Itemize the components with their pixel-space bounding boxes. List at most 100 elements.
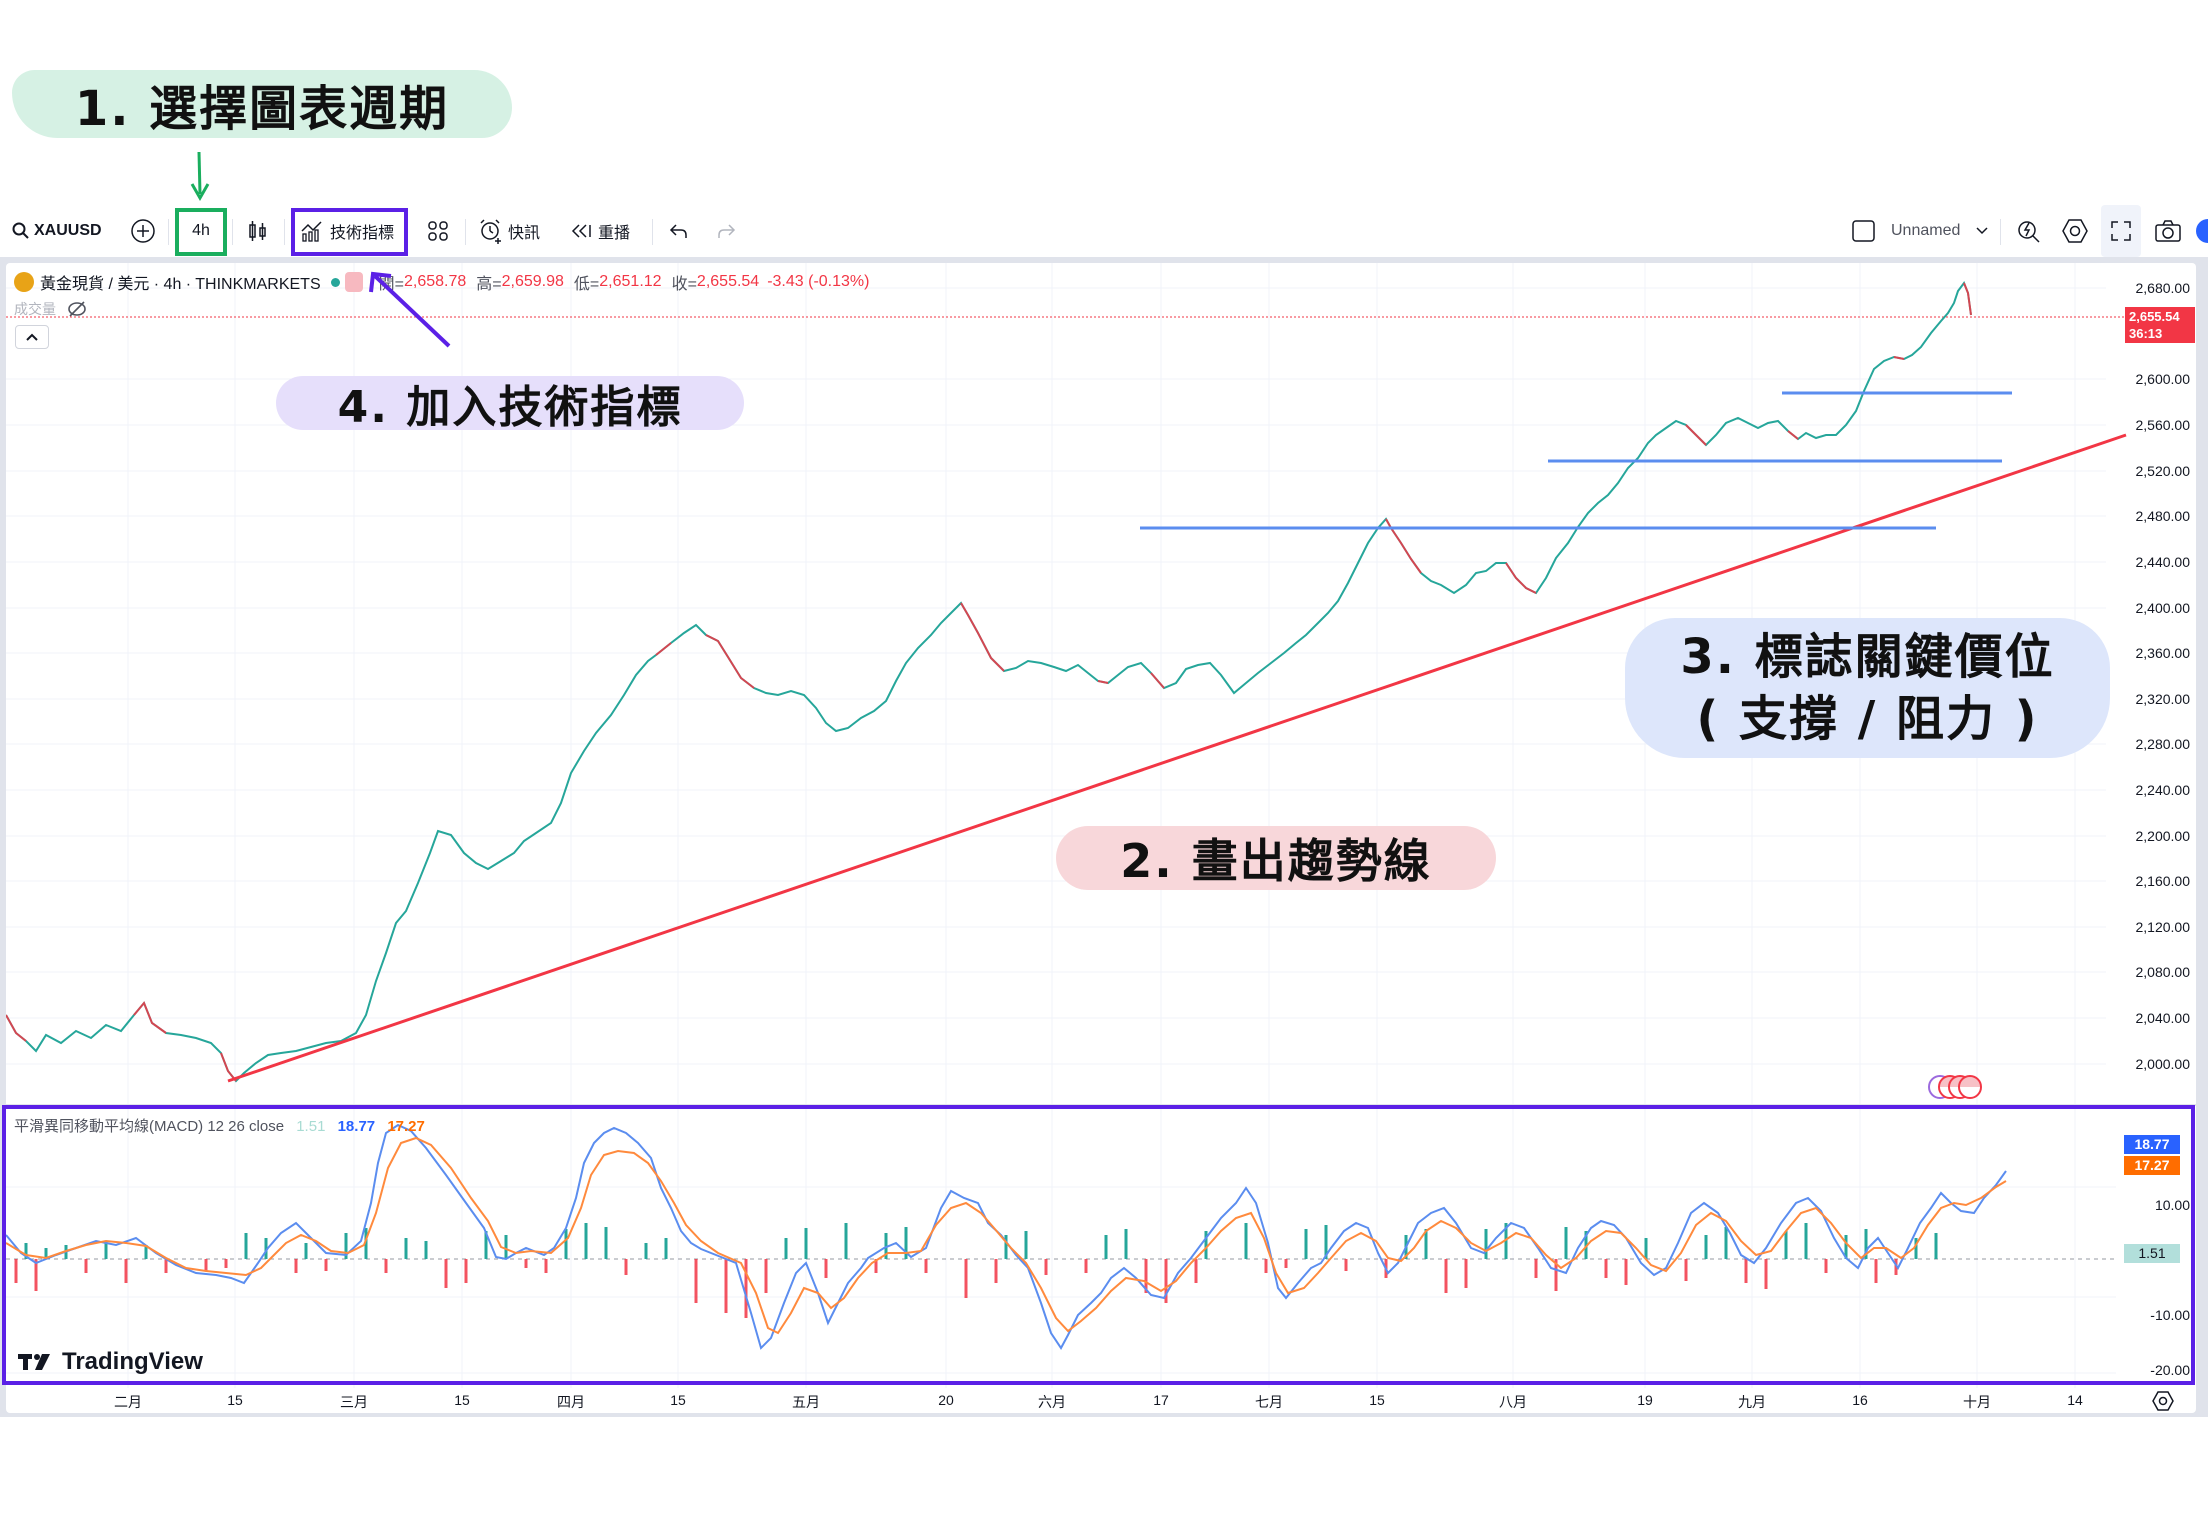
change-value: -3.43 (-0.13%) (767, 273, 870, 290)
last-price-tag: 2,655.54 36:13 (2125, 307, 2195, 343)
macd-histogram-value: 1.51 (296, 1118, 326, 1135)
time-axis-label: 20 (938, 1392, 954, 1408)
price-axis-label: 2,040.00 (2135, 1010, 2191, 1026)
price-axis-label: 2,240.00 (2135, 782, 2191, 798)
volume-label: 成交量 (14, 301, 56, 317)
templates-icon (428, 221, 448, 241)
annotation-step2-text: 2. 畫出趨勢線 (1120, 834, 1432, 888)
alert-button[interactable]: 快訊 (478, 205, 540, 257)
macd-line-tag: 18.77 (2124, 1135, 2180, 1154)
redo-icon (718, 224, 736, 238)
hidden-eye-icon[interactable] (66, 300, 88, 318)
annotation-step3: 3. 標誌關鍵價位 ( 支撐 / 阻力 ) (1625, 618, 2110, 758)
us-flag-icon[interactable] (1958, 1075, 1982, 1099)
indicators-button[interactable]: 技術指標 (300, 205, 394, 257)
macd-line (6, 1123, 2007, 1350)
annotation-step2: 2. 畫出趨勢線 (1056, 826, 1496, 890)
price-axis-label: 2,400.00 (2135, 600, 2191, 616)
economic-events[interactable] (1928, 1075, 1982, 1099)
snapshot-button[interactable] (2149, 205, 2187, 257)
interval-button[interactable]: 4h (179, 205, 223, 257)
volume-legend: 成交量 (14, 299, 88, 319)
bar-countdown: 36:13 (2129, 326, 2163, 341)
layout-menu-button[interactable]: Unnamed (1851, 205, 1990, 257)
indicators-label: 技術指標 (330, 225, 395, 242)
indicators-highlight (291, 208, 408, 256)
alert-icon (480, 219, 501, 244)
time-axis-label: 二月 (114, 1394, 142, 1410)
time-axis-label: 15 (227, 1392, 243, 1408)
quick-search-button[interactable] (2012, 205, 2046, 257)
annotation-step3-subtext: ( 支撐 / 阻力 ) (1696, 691, 2039, 747)
delayed-data-icon[interactable] (344, 272, 363, 292)
low-label: 低= (573, 276, 600, 293)
symbol-search-button[interactable]: XAUUSD (12, 205, 102, 257)
chart-type-button[interactable] (243, 205, 273, 257)
macd-legend[interactable]: 平滑異同移動平均線(MACD) 12 26 close 1.51 18.77 1… (14, 1115, 425, 1136)
redo-button[interactable] (712, 205, 740, 257)
time-axis-label: 16 (1852, 1392, 1868, 1408)
tradingview-logo[interactable]: TradingView (18, 1348, 203, 1376)
price-axis-label: 2,120.00 (2135, 919, 2191, 935)
gold-symbol-icon (14, 272, 34, 292)
time-axis-label: 三月 (340, 1394, 368, 1410)
arrow-down-icon (190, 151, 210, 202)
interval-highlight (175, 208, 227, 256)
last-price-value: 2,655.54 (2129, 309, 2180, 324)
price-axis-label: 2,680.00 (2135, 280, 2191, 296)
alert-label: 快訊 (508, 225, 541, 242)
compare-symbol-button[interactable] (128, 205, 158, 257)
symbol-title[interactable]: 黃金現貨 / 美元 · 4h · THINKMARKETS (40, 276, 321, 293)
macd-signal-value: 17.27 (387, 1118, 425, 1135)
settings-button[interactable] (2058, 205, 2092, 257)
annotation-step1-text: 1. 選擇圖表週期 (74, 81, 450, 137)
tradingview-label: TradingView (62, 1348, 203, 1375)
annotation-step4: 4. 加入技術指標 (276, 376, 744, 433)
fullscreen-icon (2111, 221, 2131, 241)
price-axis-label: 2,280.00 (2135, 736, 2191, 752)
time-axis-label: 15 (670, 1392, 686, 1408)
chart-settings-icon[interactable] (2152, 1390, 2174, 1412)
time-axis-label: 九月 (1738, 1394, 1766, 1410)
publish-button[interactable] (2196, 219, 2208, 243)
collapse-legend-button[interactable] (15, 325, 49, 349)
templates-button[interactable] (423, 205, 453, 257)
annotation-step1: 1. 選擇圖表週期 (12, 70, 512, 138)
interval-label: 4h (192, 222, 210, 239)
price-axis-label: 2,560.00 (2135, 417, 2191, 433)
open-value: 2,658.78 (404, 273, 467, 290)
price-axis-label: 2,440.00 (2135, 554, 2191, 570)
layout-name-label: Unnamed (1891, 222, 1961, 239)
price-axis-label: 2,080.00 (2135, 964, 2191, 980)
price-axis-label: 2,520.00 (2135, 463, 2191, 479)
macd-histogram-tag: 1.51 (2124, 1244, 2180, 1263)
time-axis-label: 六月 (1038, 1394, 1066, 1410)
layout-checkbox-icon (1852, 220, 1875, 242)
tradingview-logo-icon (18, 1354, 50, 1370)
time-axis-label: 15 (1369, 1392, 1385, 1408)
market-open-dot-icon (330, 277, 340, 287)
high-label: 高= (476, 276, 502, 293)
replay-icon (571, 224, 591, 238)
price-axis-label: 2,200.00 (2135, 828, 2191, 844)
macd-histogram (14, 1223, 1938, 1318)
macd-signal-tag: 17.27 (2124, 1156, 2180, 1175)
macd-axis-label: -20.00 (2150, 1362, 2190, 1378)
price-axis-label: 2,160.00 (2135, 873, 2191, 889)
low-value: 2,651.12 (599, 273, 662, 290)
time-axis-label: 四月 (557, 1394, 585, 1410)
time-axis-label: 五月 (792, 1394, 820, 1410)
annotation-step3-text: 3. 標誌關鍵價位 (1680, 629, 2055, 685)
time-axis-label: 15 (454, 1392, 470, 1408)
settings-icon (2062, 219, 2088, 243)
time-axis-label: 八月 (1499, 1394, 1527, 1410)
undo-button[interactable] (665, 205, 693, 257)
undo-icon (669, 224, 687, 238)
fullscreen-button[interactable] (2101, 205, 2141, 257)
chevron-down-icon (1976, 227, 1988, 235)
replay-button[interactable]: 重播 (570, 205, 630, 257)
price-axis-label: 2,360.00 (2135, 645, 2191, 661)
price-axis-label: 2,480.00 (2135, 508, 2191, 524)
time-axis-label: 17 (1153, 1392, 1169, 1408)
trendline[interactable] (227, 433, 2127, 1083)
